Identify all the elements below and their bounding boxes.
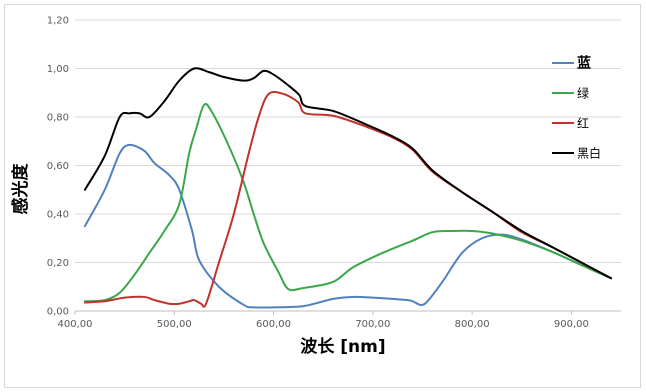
y-tick-label: 0,60 xyxy=(47,161,69,172)
y-tick-label: 0,40 xyxy=(47,210,69,221)
y-tick-label: 0,20 xyxy=(47,258,69,269)
y-axis-tick-labels: 0,00 0,20 0,40 0,60 0,80 1,00 1,20 xyxy=(47,16,69,318)
legend-label: 黑白 xyxy=(577,146,601,161)
x-tick-label: 400,00 xyxy=(58,319,93,330)
gridlines xyxy=(75,19,621,312)
y-axis-title: 感光度 xyxy=(10,163,31,215)
y-tick-label: 0,80 xyxy=(47,113,69,124)
chart-frame xyxy=(4,4,641,388)
series-lines xyxy=(83,67,613,309)
series-line xyxy=(83,90,613,308)
series-line xyxy=(83,102,613,303)
x-axis-tick-labels: 400,00 500,00 600,00 700,00 800,00 900,00 xyxy=(58,311,589,330)
series-line xyxy=(83,67,613,280)
y-tick-label: 1,00 xyxy=(47,64,69,75)
legend-label: 红 xyxy=(577,116,589,131)
x-tick-label: 700,00 xyxy=(355,319,390,330)
x-tick-label: 900,00 xyxy=(554,319,589,330)
legend-label: 蓝 xyxy=(577,55,591,72)
x-tick-label: 800,00 xyxy=(455,319,490,330)
legend-label: 绿 xyxy=(577,86,589,101)
series-line xyxy=(83,143,613,309)
x-axis-title: 波长 [nm] xyxy=(300,336,385,357)
x-tick-label: 600,00 xyxy=(256,319,291,330)
y-tick-label: 1,20 xyxy=(47,16,69,27)
x-tick-label: 500,00 xyxy=(157,319,192,330)
y-tick-label: 0,00 xyxy=(47,307,69,318)
